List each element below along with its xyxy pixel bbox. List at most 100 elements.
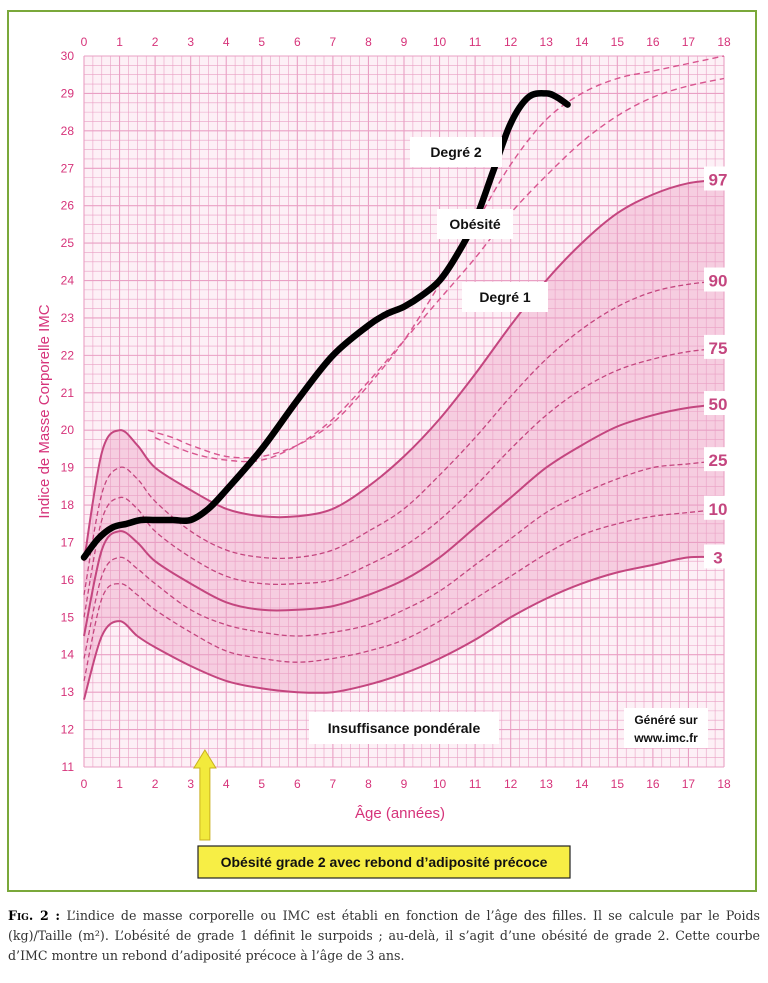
x-tick-label-top: 13: [540, 35, 554, 49]
label-degre-1-box: [462, 282, 548, 312]
y-tick-label: 30: [61, 49, 75, 63]
x-tick-label-top: 12: [504, 35, 518, 49]
y-tick-label: 23: [61, 311, 75, 325]
percentile-label-90: 90: [709, 272, 728, 291]
percentile-label-bg: [704, 495, 734, 520]
y-tick-label: 29: [61, 86, 75, 100]
x-tick-label-top: 4: [223, 35, 230, 49]
figure-caption: Fig. 2 : L’indice de masse corporelle ou…: [8, 906, 760, 966]
percentile-label-bg: [704, 447, 734, 472]
x-tick-label-top: 9: [401, 35, 408, 49]
x-tick-label-bottom: 10: [433, 777, 447, 791]
percentile-curves: 97 90 75 50 25 10 3: [83, 166, 734, 700]
percentile-label-bg: [704, 166, 734, 191]
x-tick-label-top: 15: [611, 35, 625, 49]
x-tick-label-bottom: 14: [575, 777, 589, 791]
x-tick-label-bottom: 2: [152, 777, 159, 791]
x-tick-label-bottom: 17: [682, 777, 696, 791]
generated-by-box: [624, 708, 708, 748]
x-tick-label-bottom: 9: [401, 777, 408, 791]
y-tick-label: 13: [61, 685, 75, 699]
early-rebound-arrow: [192, 749, 217, 841]
x-tick-label-bottom: 11: [469, 777, 482, 791]
y-tick-label: 19: [61, 461, 75, 475]
x-tick-label-top: 17: [682, 35, 696, 49]
percentile-label-97: 97: [709, 170, 728, 189]
generated-by-line-2: www.imc.fr: [633, 731, 698, 745]
x-tick-label-top: 11: [469, 35, 482, 49]
y-tick-label: 24: [61, 274, 75, 288]
x-tick-label-top: 16: [646, 35, 660, 49]
callout-text: Obésité grade 2 avec rebond d’adiposité …: [221, 854, 548, 870]
x-tick-label-bottom: 0: [81, 777, 88, 791]
percentile-curve-3: [83, 555, 725, 700]
y-tick-label: 20: [61, 423, 75, 437]
y-tick-label: 14: [61, 648, 75, 662]
x-tick-label-top: 2: [152, 35, 159, 49]
callout-box: [197, 845, 571, 879]
percentile-curve-75: [83, 347, 725, 618]
percentile-label-10: 10: [709, 500, 728, 519]
x-tick-label-bottom: 4: [223, 777, 230, 791]
x-tick-label-top: 0: [81, 35, 88, 49]
x-tick-label-bottom: 12: [504, 777, 518, 791]
x-tick-label-bottom: 16: [646, 777, 660, 791]
x-tick-label-top: 6: [294, 35, 301, 49]
percentile-label-bg: [704, 334, 734, 359]
figure-label: Fig. 2 :: [8, 908, 61, 923]
y-tick-label: 26: [61, 199, 75, 213]
x-tick-label-bottom: 18: [717, 777, 731, 791]
x-tick-label-top: 8: [365, 35, 372, 49]
percentile-label-3: 3: [713, 548, 722, 567]
percentile-curve-97: [83, 178, 725, 562]
y-tick-label: 17: [61, 535, 75, 549]
x-tick-label-bottom: 15: [611, 777, 625, 791]
x-tick-label-top: 7: [330, 35, 337, 49]
label-degre-2-box: [410, 137, 502, 167]
generated-by-line-1: Généré sur: [634, 713, 698, 727]
percentile-curve-10: [83, 508, 725, 682]
patient-bmi-curve: [80, 90, 571, 561]
y-tick-label: 28: [61, 124, 75, 138]
label-degre-2: Degré 2: [430, 144, 482, 160]
y-tick-label: 22: [61, 348, 75, 362]
label-degre-1: Degré 1: [479, 289, 531, 305]
y-tick-label: 12: [61, 723, 75, 737]
y-tick-label: 21: [61, 386, 75, 400]
x-tick-label-top: 5: [258, 35, 265, 49]
x-tick-label-top: 14: [575, 35, 589, 49]
x-tick-label-bottom: 1: [116, 777, 123, 791]
x-tick-label-top: 10: [433, 35, 447, 49]
percentile-label-25: 25: [709, 451, 728, 470]
y-tick-label: 11: [62, 760, 75, 774]
caption-text: L’indice de masse corporelle ou IMC est …: [8, 908, 761, 963]
y-tick-label: 25: [61, 236, 75, 250]
x-tick-label-bottom: 13: [540, 777, 554, 791]
y-tick-label: 27: [61, 161, 75, 175]
x-tick-label-top: 3: [187, 35, 194, 49]
x-tick-label-bottom: 3: [187, 777, 194, 791]
x-tick-label-bottom: 6: [294, 777, 301, 791]
percentile-label-50: 50: [709, 395, 728, 414]
label-obesite: Obésité: [449, 216, 501, 232]
x-tick-label-bottom: 5: [258, 777, 265, 791]
y-axis-label: Indice de Masse Corporelle IMC: [36, 304, 53, 518]
label-insuffisance-ponderale-box: [309, 712, 499, 744]
percentile-label-bg: [704, 391, 734, 416]
threshold-curve-degré-2: [147, 55, 725, 459]
y-tick-label: 16: [61, 573, 75, 587]
x-tick-label-top: 18: [717, 35, 731, 49]
x-tick-label-bottom: 7: [330, 777, 337, 791]
grid: [83, 55, 725, 768]
percentile-label-75: 75: [709, 339, 728, 358]
percentile-curve-50: [83, 403, 725, 637]
percentile-label-bg: [704, 544, 734, 569]
percentile-label-bg: [704, 267, 734, 292]
x-axis-label: Âge (années): [355, 805, 445, 822]
label-obesite-box: [437, 209, 513, 239]
y-tick-label: 15: [61, 610, 75, 624]
y-tick-label: 18: [61, 498, 75, 512]
percentile-curve-90: [83, 279, 725, 596]
bmi-chart: 0011223344556677889910101111121213131414…: [36, 35, 734, 879]
x-tick-label-top: 1: [116, 35, 123, 49]
